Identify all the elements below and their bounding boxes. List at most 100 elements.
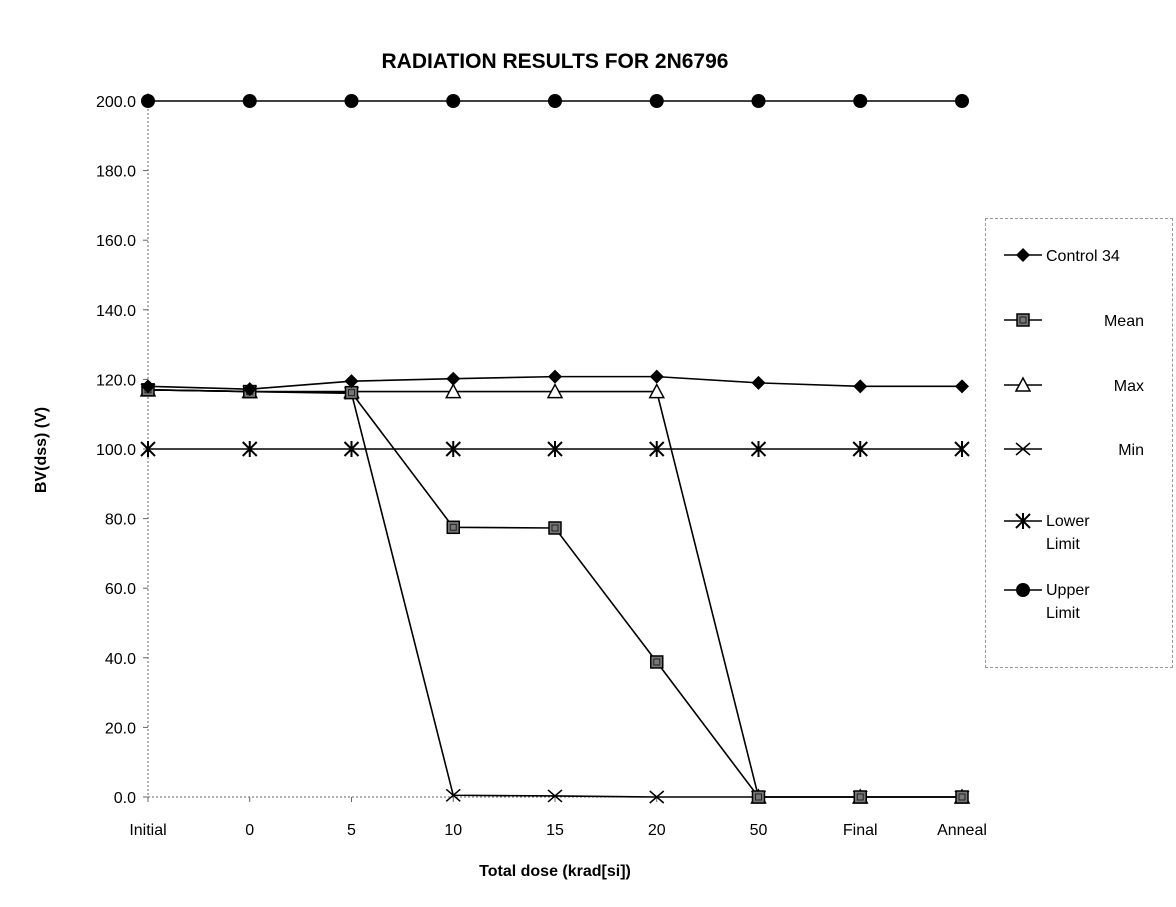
data-point-control-34 bbox=[751, 375, 766, 390]
y-tick-label: 0.0 bbox=[114, 790, 136, 807]
x-tick-label: 15 bbox=[546, 822, 564, 839]
data-point-upper-limit bbox=[649, 94, 664, 108]
data-point-max bbox=[546, 382, 564, 399]
data-point-lower-limit bbox=[445, 441, 461, 457]
y-tick-label: 180.0 bbox=[96, 164, 136, 181]
data-point-min bbox=[547, 789, 563, 803]
square-marker-core bbox=[551, 524, 559, 532]
data-point-upper-limit bbox=[344, 94, 359, 108]
legend-svg: Control 34 Mean Max Min Lower Limit Upper Limit bbox=[1004, 248, 1144, 622]
x-tick-label: 0 bbox=[245, 822, 254, 839]
square-marker-core bbox=[856, 793, 864, 801]
square-marker-core bbox=[653, 658, 661, 666]
series-mean bbox=[141, 383, 969, 804]
data-point-upper-limit bbox=[242, 94, 257, 108]
y-tick-label: 200.0 bbox=[96, 94, 136, 111]
data-point-min bbox=[649, 790, 665, 804]
data-point-lower-limit bbox=[547, 441, 563, 457]
legend-marker-mean bbox=[1016, 313, 1030, 327]
y-tick-label: 60.0 bbox=[105, 581, 136, 598]
data-point-control-34 bbox=[649, 369, 664, 384]
data-point-lower-limit bbox=[343, 441, 360, 457]
y-tick-label: 20.0 bbox=[105, 720, 136, 737]
data-point-upper-limit bbox=[751, 94, 766, 108]
x-tick-label: 10 bbox=[444, 822, 462, 839]
square-marker-body bbox=[344, 385, 359, 400]
legend-label: Limit bbox=[1046, 536, 1080, 553]
data-point-max bbox=[648, 382, 666, 399]
square-marker-body bbox=[955, 790, 969, 804]
data-point-control-34 bbox=[344, 374, 359, 389]
legend-marker-control-34 bbox=[1016, 248, 1030, 262]
square-marker-core bbox=[958, 793, 966, 801]
x-tick-label: Final bbox=[843, 822, 878, 839]
legend-marker-upper-limit bbox=[1016, 583, 1030, 597]
y-tick-label: 40.0 bbox=[105, 651, 136, 668]
legend-item-upper-limit: Upper Limit bbox=[1004, 582, 1090, 622]
y-axis-label: BV(dss) (V) bbox=[33, 407, 50, 493]
x-tick-label: Initial bbox=[129, 822, 166, 839]
y-tick-label: 80.0 bbox=[105, 512, 136, 529]
data-point-lower-limit bbox=[852, 441, 868, 457]
square-marker-body bbox=[751, 790, 766, 804]
square-marker-body bbox=[650, 655, 664, 669]
legend-item-lower-limit: Lower Limit bbox=[1004, 513, 1090, 553]
legend: Control 34 Mean Max Min Lower Limit Upper Limit bbox=[985, 218, 1173, 668]
data-point-mean bbox=[548, 521, 562, 535]
legend-item-min: Min bbox=[1004, 442, 1144, 459]
data-point-control-34 bbox=[853, 379, 868, 394]
square-marker-body bbox=[548, 521, 562, 535]
x-tick-label: 5 bbox=[347, 822, 356, 839]
legend-label: Max bbox=[1114, 378, 1144, 395]
legend-label: Limit bbox=[1046, 605, 1080, 622]
data-point-upper-limit bbox=[955, 94, 969, 108]
data-point-lower-limit bbox=[954, 441, 970, 457]
y-tick-label: 140.0 bbox=[96, 303, 136, 320]
x-axis-label: Total dose (krad[si]) bbox=[479, 863, 631, 880]
square-marker-body bbox=[853, 790, 867, 804]
x-tick-label: Anneal bbox=[937, 822, 987, 839]
data-point-upper-limit bbox=[548, 94, 562, 108]
legend-item-mean: Mean bbox=[1004, 313, 1144, 330]
data-point-min bbox=[445, 788, 461, 802]
x-tick-label: 50 bbox=[750, 822, 768, 839]
legend-item-max: Max bbox=[1004, 376, 1144, 395]
data-point-control-34 bbox=[141, 379, 155, 394]
series-control-34 bbox=[141, 369, 969, 397]
data-point-mean bbox=[446, 520, 460, 535]
square-marker-core bbox=[1019, 316, 1027, 324]
data-point-mean bbox=[751, 790, 766, 804]
data-point-mean bbox=[955, 790, 969, 804]
data-point-control-34 bbox=[548, 369, 562, 384]
square-marker-body bbox=[1016, 313, 1030, 327]
data-point-mean bbox=[650, 655, 664, 669]
series-lower-limit bbox=[140, 441, 970, 457]
data-point-control-34 bbox=[955, 379, 969, 394]
data-point-mean bbox=[344, 385, 359, 400]
legend-marker-min bbox=[1015, 442, 1031, 456]
legend-label: Control 34 bbox=[1046, 248, 1120, 265]
data-point-upper-limit bbox=[446, 94, 461, 108]
series-layer bbox=[139, 94, 971, 804]
data-point-lower-limit bbox=[649, 441, 665, 457]
y-tick-label: 100.0 bbox=[96, 442, 136, 459]
y-tick-label: 160.0 bbox=[96, 233, 136, 250]
data-point-upper-limit bbox=[853, 94, 868, 108]
chart-title: RADIATION RESULTS FOR 2N6796 bbox=[382, 50, 729, 73]
data-point-max bbox=[444, 382, 462, 399]
data-point-lower-limit bbox=[750, 441, 767, 457]
y-tick-label: 120.0 bbox=[96, 372, 136, 389]
legend-label: Min bbox=[1118, 442, 1144, 459]
x-tick-label: 20 bbox=[648, 822, 666, 839]
data-point-lower-limit bbox=[242, 441, 258, 457]
legend-label: Upper bbox=[1046, 582, 1090, 599]
square-marker-core bbox=[449, 523, 457, 531]
legend-label: Lower bbox=[1046, 513, 1090, 530]
square-marker-core bbox=[755, 793, 762, 801]
square-marker-core bbox=[348, 389, 355, 397]
data-point-lower-limit bbox=[140, 441, 156, 457]
legend-label: Mean bbox=[1104, 313, 1144, 330]
data-point-control-34 bbox=[446, 371, 461, 386]
